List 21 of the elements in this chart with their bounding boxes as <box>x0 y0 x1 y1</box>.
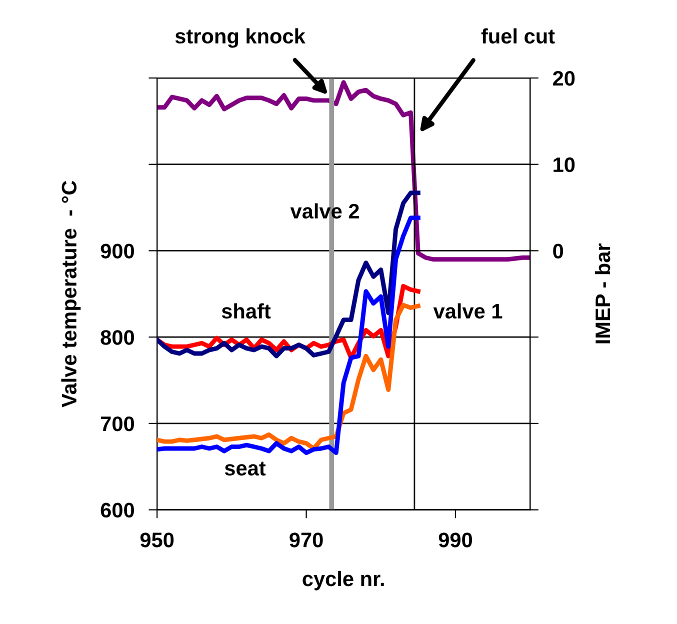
x-tick-label: 990 <box>438 532 472 548</box>
y2-tick-label: 20 <box>553 71 575 86</box>
x-tick-label: 970 <box>290 532 323 548</box>
line-series <box>157 190 420 358</box>
x-axis-title: cycle nr. <box>302 570 384 590</box>
annotation: valve 2 <box>290 203 359 219</box>
y-tick-label: 600 <box>100 502 134 518</box>
y-tick-label: 700 <box>100 416 134 432</box>
y-tick-label: 900 <box>100 244 134 258</box>
y2-axis-title: IMEP - bar <box>594 243 610 344</box>
text: strong knock <box>175 28 306 48</box>
annotation: valve 1 <box>433 303 502 319</box>
annotation: seat <box>224 462 266 476</box>
x-tick-label: 950 <box>140 532 174 548</box>
y2-tick-label: 0 <box>553 244 564 258</box>
line-series <box>157 302 420 451</box>
text: fuel cut <box>481 28 555 44</box>
y-tick-label: 800 <box>100 330 134 345</box>
y-axis-title: Valve temperature - °C <box>61 180 81 408</box>
annotation: shaft <box>222 303 271 319</box>
y2-tick-label: 10 <box>554 157 575 172</box>
